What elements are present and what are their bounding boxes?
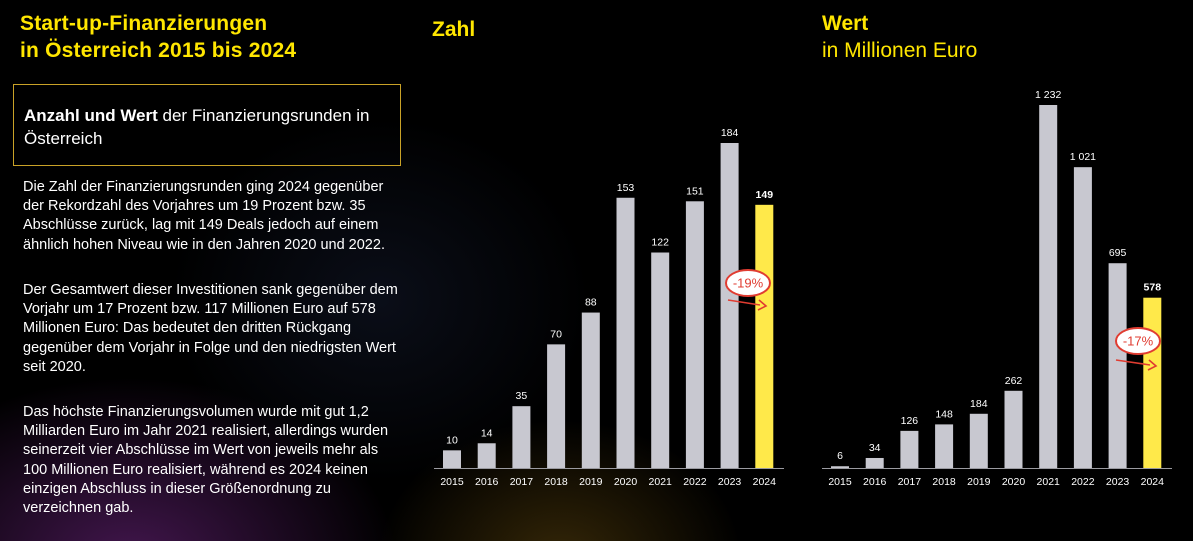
chart-zahl-bar-2019	[581, 312, 600, 468]
page-title: Start-up-Finanzierungen in Österreich 20…	[20, 12, 297, 62]
chart-zahl-bar-2022	[685, 201, 704, 469]
chart-zahl-tick-label: 2019	[579, 476, 603, 488]
chart-zahl-value-label: 35	[516, 390, 528, 402]
chart-zahl-bar-2018	[547, 344, 566, 468]
chart-zahl-tick-label: 2024	[753, 476, 777, 488]
chart-wert-tick-label: 2016	[863, 476, 887, 488]
chart-zahl-value-label: 88	[585, 297, 597, 309]
chart-zahl-value-label: 122	[651, 237, 669, 249]
chart-zahl-bar-2015	[443, 450, 461, 468]
chart-zahl-tick-label: 2018	[544, 476, 568, 488]
chart-zahl-bar-2023	[720, 143, 739, 468]
chart-wert-value-label: 34	[869, 442, 881, 454]
chart-wert-arrow-icon	[1115, 359, 1151, 366]
chart-zahl-arrow-icon	[727, 299, 761, 306]
chart-wert-subtitle: in Millionen Euro	[822, 39, 978, 62]
chart-zahl-title: Zahl	[432, 18, 476, 41]
chart-zahl-value-label: 151	[686, 185, 704, 197]
paragraph-count: Die Zahl der Finanzierungsrunden ging 20…	[23, 179, 385, 253]
chart-wert-bar-2024	[1143, 297, 1162, 468]
chart-zahl-bar-2017	[512, 406, 531, 468]
chart-zahl-tick-label: 2023	[718, 476, 742, 488]
chart-zahl-annotation-label: -19%	[733, 276, 764, 291]
chart-wert-bar-2023	[1108, 263, 1127, 468]
chart-wert-tick-label: 2017	[898, 476, 922, 488]
chart-wert-bar-2016	[865, 457, 884, 468]
chart-wert-value-label: 262	[1005, 375, 1023, 387]
chart-wert-value-label: 695	[1109, 247, 1127, 259]
chart-wert-value-label: 1 021	[1070, 151, 1096, 163]
chart-wert-value-label: 184	[970, 398, 988, 410]
chart-zahl-bar-2020	[616, 197, 635, 468]
chart-wert-title: Wert in Millionen Euro	[822, 10, 977, 64]
chart-zahl-tick-label: 2016	[475, 476, 499, 488]
summary-box: Anzahl und Wert der Finanzierungsrunden …	[13, 84, 401, 166]
chart-zahl-bar-2016	[477, 443, 496, 468]
chart-wert-tick-label: 2018	[932, 476, 956, 488]
chart-wert-tick-label: 2022	[1071, 476, 1095, 488]
chart-zahl-value-label: 70	[550, 328, 562, 340]
chart-wert-value-label: 578	[1144, 282, 1162, 294]
chart-zahl-value-label: 184	[721, 127, 739, 139]
chart-wert-bar-2021	[1039, 105, 1058, 468]
chart-wert-bar-2018	[935, 424, 954, 468]
chart-wert-annotation-label: -17%	[1123, 334, 1154, 349]
chart-wert-arrowhead-icon	[1147, 359, 1158, 371]
chart-wert-tick-label: 2020	[1002, 476, 1026, 488]
chart-wert-tick-label: 2015	[828, 476, 852, 488]
chart-wert-value-label: 1 232	[1035, 89, 1061, 101]
chart-wert-bar-2019	[969, 413, 988, 468]
chart-wert-value-label: 126	[901, 415, 919, 427]
paragraph-value: Der Gesamtwert dieser Investitionen sank…	[23, 282, 398, 375]
chart-zahl-tick-label: 2022	[683, 476, 707, 488]
chart-zahl-annotation-ellipse	[725, 269, 771, 297]
chart-wert-tick-label: 2021	[1037, 476, 1061, 488]
chart-wert-annotation-ellipse	[1115, 327, 1161, 355]
chart-wert-tick-label: 2023	[1106, 476, 1130, 488]
chart-zahl-tick-label: 2020	[614, 476, 638, 488]
chart-zahl-value-label: 14	[481, 427, 493, 439]
chart-zahl-bar-2024	[755, 204, 774, 468]
paragraph-peak: Das höchste Finanzierungsvolumen wurde m…	[23, 404, 389, 517]
chart-zahl-tick-label: 2021	[649, 476, 673, 488]
chart-wert-bar-2017	[900, 430, 919, 468]
chart-zahl-value-label: 149	[756, 189, 774, 201]
chart-zahl-tick-label: 2017	[510, 476, 534, 488]
chart-zahl-change-annotation: -19%	[725, 269, 771, 311]
chart-wert-bar-2015	[831, 466, 849, 468]
chart-zahl-value-label: 10	[446, 434, 458, 446]
chart-wert-title-main: Wert	[822, 12, 869, 35]
chart-zahl-tick-label: 2015	[440, 476, 464, 488]
summary-box-bold: Anzahl und Wert	[24, 106, 158, 125]
chart-wert-value-label: 6	[837, 450, 843, 462]
summary-box-text: der Finanzierungsrunden in Österreich	[24, 106, 370, 148]
chart-zahl-bar-2021	[651, 252, 670, 468]
chart-zahl-value-label: 153	[617, 182, 635, 194]
chart-wert-value-label: 148	[935, 408, 953, 420]
chart-wert-change-annotation: -17%	[1115, 327, 1161, 371]
chart-wert-bar-2022	[1073, 167, 1092, 468]
chart-wert-tick-label: 2019	[967, 476, 991, 488]
chart-wert-bar-2020	[1004, 390, 1023, 468]
chart-zahl-arrowhead-icon	[757, 299, 768, 311]
chart-wert-tick-label: 2024	[1141, 476, 1165, 488]
